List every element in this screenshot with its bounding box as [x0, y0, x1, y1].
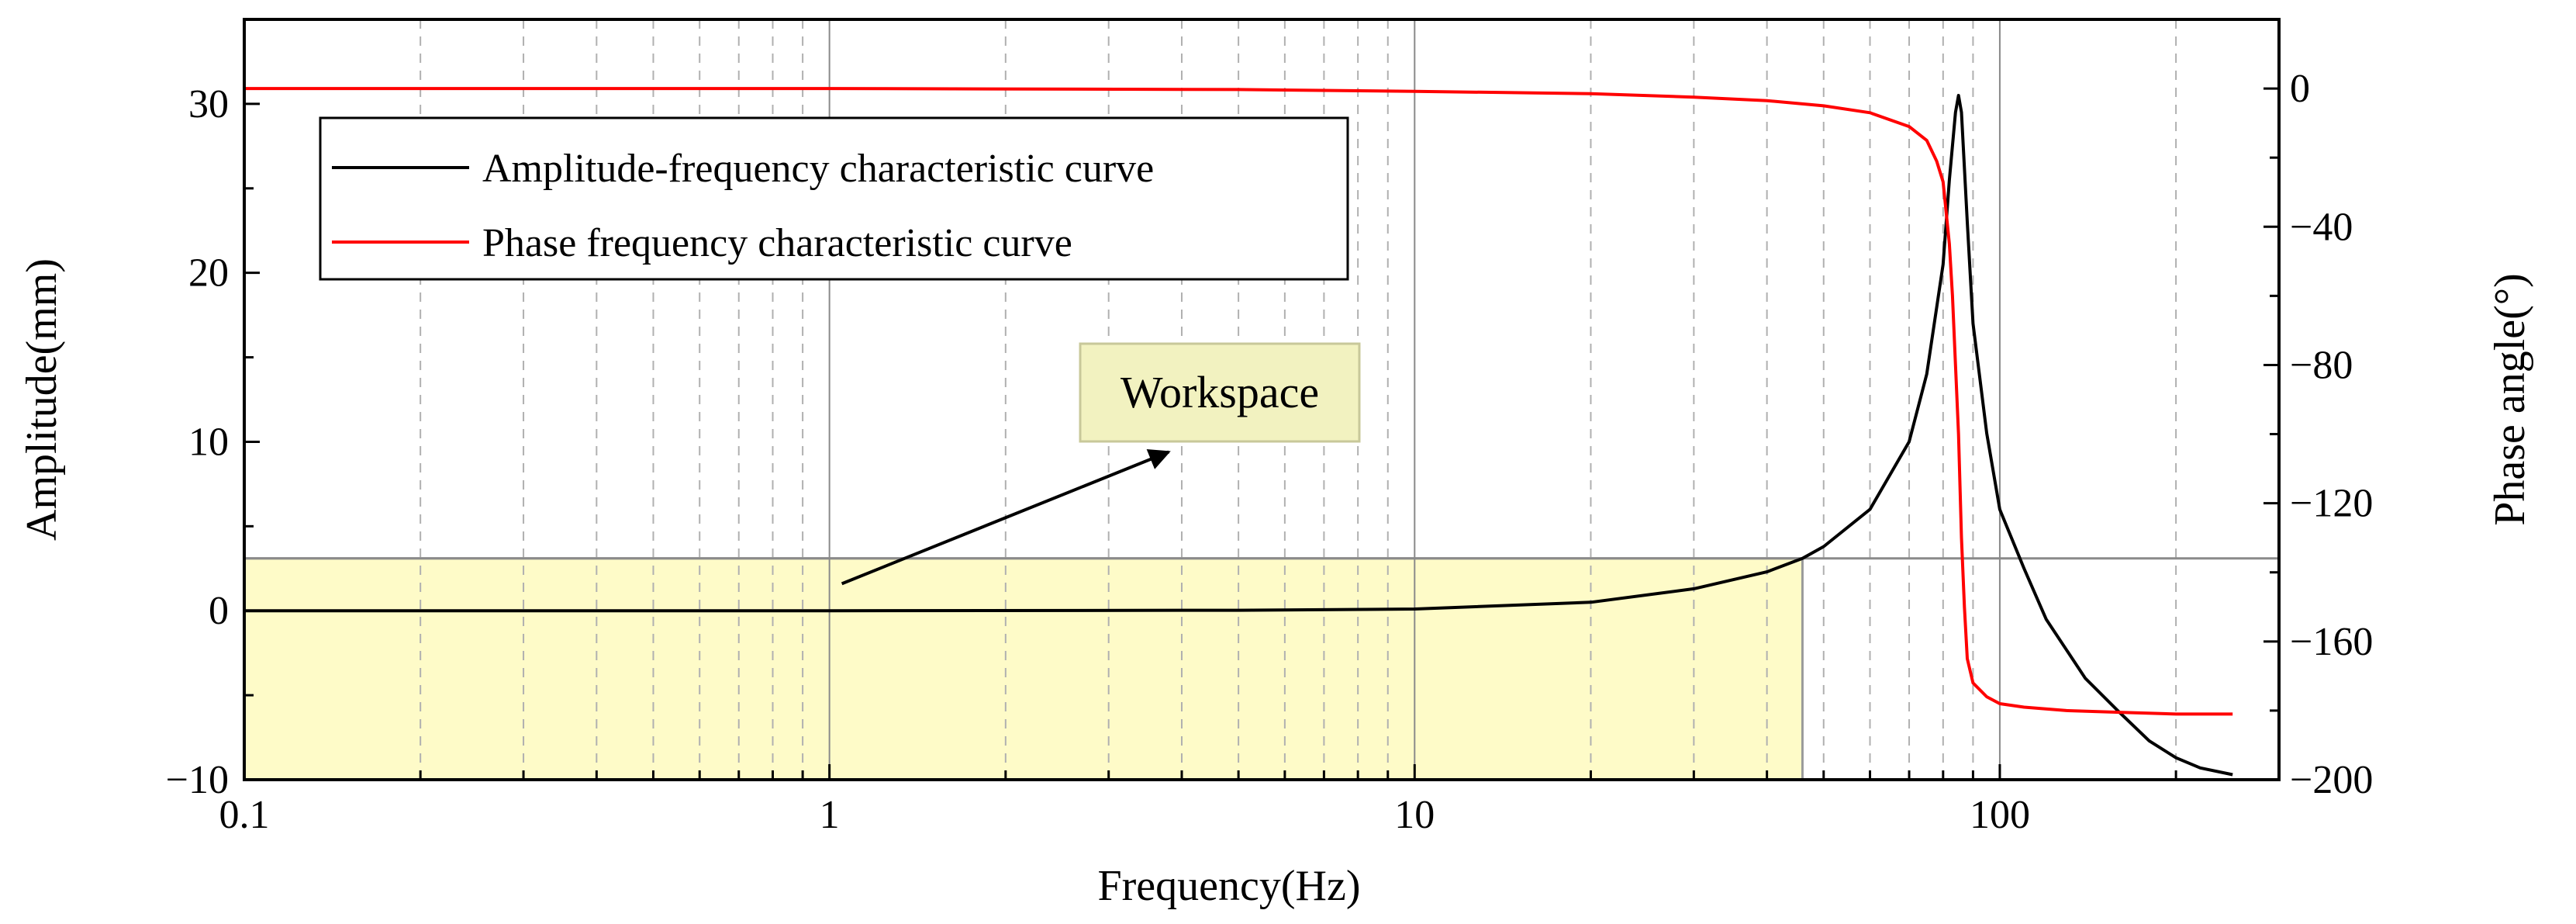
- x-tick-label: 10: [1394, 793, 1435, 837]
- plot-frame: [243, 18, 2281, 781]
- y-axis-title: Amplitude(mm): [18, 258, 66, 541]
- legend-entry: Amplitude-frequency characteristic curve: [482, 147, 1154, 191]
- y-tick-label: 10: [188, 420, 229, 464]
- x-axis-title: Frequency(Hz): [1098, 862, 1361, 910]
- annotation-arrow: [841, 448, 1171, 586]
- annotation: Workspace: [841, 342, 1361, 586]
- y2-tick-label: −40: [2290, 205, 2353, 249]
- legend-entry: Phase frequency characteristic curve: [482, 221, 1072, 265]
- x-tick-label: 100: [1970, 793, 2030, 837]
- workspace-highlight: [243, 557, 1804, 781]
- y2-axis-title: Phase angle(°): [2486, 273, 2534, 526]
- x-tick-label: 1: [820, 793, 840, 837]
- series-layer: [244, 87, 2233, 777]
- y2-tick-label: −120: [2290, 482, 2373, 526]
- workspace-region: [243, 557, 1804, 781]
- amplitude-curve: [244, 94, 2233, 777]
- y-tick-label: 20: [188, 251, 229, 296]
- annotation-box: [1079, 342, 1361, 443]
- annotation-label: Workspace: [1121, 367, 1319, 417]
- legend: Amplitude-frequency characteristic curve…: [319, 116, 1349, 281]
- y2-tick-label: −200: [2290, 758, 2373, 802]
- y2-tick-label: −80: [2290, 343, 2353, 387]
- phase-curve: [244, 87, 2233, 716]
- y-tick-label: 0: [209, 589, 229, 633]
- legend-box: [319, 116, 1349, 281]
- y-tick-label: 30: [188, 82, 229, 126]
- y-tick-label: −10: [166, 758, 229, 802]
- x-tick-label: 0.1: [219, 793, 270, 837]
- y2-tick-label: 0: [2290, 67, 2310, 111]
- axes: 0.1 1 10 100 −10 0 10 20 30 −200 −160 −120 −80 −40 0: [166, 18, 2373, 837]
- y2-tick-label: −160: [2290, 620, 2373, 664]
